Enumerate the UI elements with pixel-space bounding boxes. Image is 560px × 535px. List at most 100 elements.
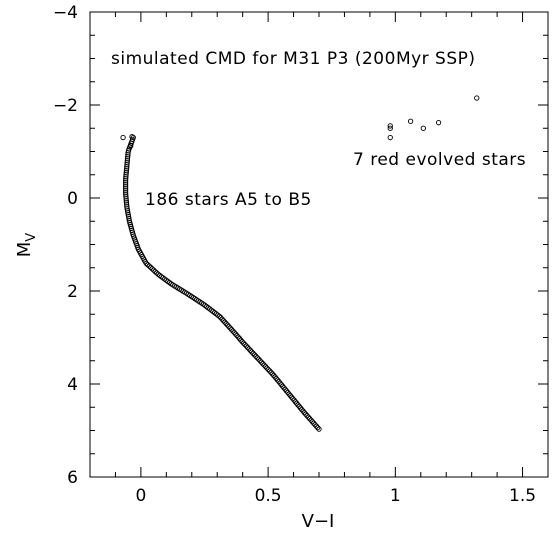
main-sequence-star	[227, 325, 233, 331]
main-sequence-star	[292, 399, 299, 405]
main-sequence-star	[312, 421, 318, 428]
main-sequence-star	[283, 388, 290, 394]
main-sequence-star	[273, 375, 279, 382]
main-sequence-star	[295, 402, 301, 408]
main-sequence-star	[148, 264, 154, 271]
main-sequence-star	[152, 268, 158, 275]
main-sequence-star	[224, 322, 231, 328]
main-sequence-star	[255, 356, 262, 362]
main-sequence-star	[242, 341, 248, 348]
red-evolved-star	[407, 118, 414, 124]
main-sequence-star	[304, 412, 310, 419]
main-sequence-star	[232, 331, 239, 337]
main-sequence-star	[271, 372, 277, 378]
main-sequence-star	[307, 415, 313, 422]
tick-labels: 0 0.5 1 1.5 −4 −2 0 2 4 6	[53, 3, 536, 506]
main-sequence-star	[285, 389, 291, 396]
main-sequence-star	[234, 332, 240, 339]
main-sequence-star	[274, 377, 281, 383]
main-sequence-star	[316, 426, 322, 432]
main-sequence-star	[277, 380, 283, 386]
main-sequence-star	[261, 362, 267, 368]
main-sequence-star	[291, 397, 297, 403]
main-sequence-star	[290, 395, 296, 402]
x-axis-label: V−I	[302, 511, 335, 532]
main-sequence-star	[218, 314, 224, 321]
annotation-main-sequence: 186 stars A5 to B5	[145, 190, 312, 210]
x-tick-label: 1.5	[509, 486, 536, 506]
main-sequence-star	[278, 381, 285, 388]
plot-frame	[89, 11, 549, 478]
main-sequence-star	[253, 353, 259, 359]
main-sequence-star	[254, 355, 260, 361]
y-tick-label: 0	[67, 189, 78, 209]
main-sequence-star	[311, 420, 317, 426]
main-sequence-star	[308, 417, 314, 423]
chart-title: simulated CMD for M31 P3 (200Myr SSP)	[111, 49, 476, 69]
main-sequence-star	[235, 334, 241, 340]
main-sequence-star	[240, 340, 247, 346]
main-sequence-star	[222, 319, 228, 325]
main-sequence-star	[257, 357, 263, 364]
main-sequence-star	[223, 320, 229, 327]
main-sequence-star	[294, 400, 300, 406]
main-sequence-star	[286, 391, 292, 397]
main-sequence-star	[128, 143, 134, 149]
main-sequence-star	[265, 366, 271, 373]
main-sequence-star	[226, 323, 232, 330]
main-sequence-star	[296, 403, 302, 410]
main-sequence-star	[151, 267, 157, 273]
y-tick-label: −4	[53, 3, 78, 23]
y-axis-label: MV	[14, 233, 39, 258]
y-tick-label: 4	[67, 375, 78, 395]
main-sequence-star	[251, 352, 258, 358]
red-evolved-star	[387, 125, 393, 131]
red-evolved-star	[387, 123, 393, 129]
main-sequence-star	[243, 343, 249, 349]
x-tick-label: 0	[135, 486, 146, 506]
main-sequence-star	[146, 263, 152, 269]
main-sequence-star	[258, 359, 265, 365]
axis-ticks	[89, 11, 549, 478]
red-evolved-star	[435, 120, 442, 126]
y-axis-label-main: M	[14, 242, 35, 258]
main-sequence-star	[236, 335, 243, 342]
main-sequence-star	[220, 317, 227, 324]
main-sequence-star	[238, 337, 244, 343]
y-axis-label-subscript: V	[24, 233, 39, 242]
main-sequence-star	[269, 371, 276, 377]
main-sequence-star	[268, 369, 274, 376]
main-sequence-star	[231, 329, 237, 336]
x-tick-label: 0.5	[255, 486, 282, 506]
main-sequence-star	[145, 262, 151, 268]
main-sequence-star	[282, 386, 288, 392]
y-tick-label: 2	[67, 282, 78, 302]
main-sequence-star	[239, 338, 245, 345]
main-sequence-star	[228, 326, 235, 333]
main-sequence-star	[305, 414, 311, 420]
main-sequence-star	[276, 378, 282, 385]
red-evolved-star	[474, 95, 480, 101]
red-evolved-star	[387, 134, 393, 141]
main-sequence-star	[219, 316, 225, 322]
red-evolved-star	[420, 125, 426, 131]
main-sequence-star	[313, 423, 319, 429]
annotation-red-stars: 7 red evolved stars	[353, 150, 526, 170]
main-sequence-star	[309, 418, 315, 425]
main-sequence-star	[216, 313, 222, 319]
main-sequence-star	[300, 408, 306, 414]
main-sequence-star	[315, 424, 321, 431]
main-sequence-star	[247, 347, 254, 354]
main-sequence-star	[244, 344, 251, 351]
main-sequence-star	[281, 385, 287, 391]
main-sequence-star	[143, 260, 149, 266]
x-tick-label: 1	[390, 486, 401, 506]
main-sequence-star	[279, 383, 286, 389]
main-sequence-star	[288, 394, 295, 400]
main-sequence-star	[250, 350, 256, 356]
main-sequence-star	[262, 363, 269, 370]
main-sequence-star	[249, 349, 255, 355]
data-points	[120, 95, 480, 432]
main-sequence-star	[230, 328, 236, 334]
main-sequence-star	[260, 360, 266, 367]
